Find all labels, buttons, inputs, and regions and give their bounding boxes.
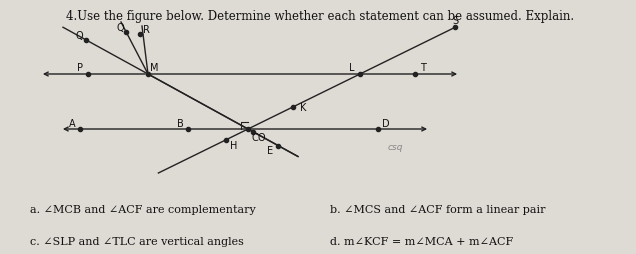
- Text: L: L: [349, 63, 355, 73]
- Text: a. ∠MCB and ∠ACF are complementary: a. ∠MCB and ∠ACF are complementary: [30, 204, 256, 214]
- Text: c. ∠SLP and ∠TLC are vertical angles: c. ∠SLP and ∠TLC are vertical angles: [30, 236, 244, 246]
- Text: A: A: [69, 119, 75, 129]
- Text: D: D: [382, 119, 390, 129]
- Text: P: P: [77, 63, 83, 73]
- Text: C: C: [252, 133, 258, 142]
- Text: S: S: [452, 16, 459, 26]
- Text: b. ∠MCS and ∠ACF form a linear pair: b. ∠MCS and ∠ACF form a linear pair: [330, 204, 546, 214]
- Text: 4.Use the figure below. Determine whether each statement can be assumed. Explain: 4.Use the figure below. Determine whethe…: [66, 10, 574, 23]
- Text: B: B: [177, 119, 183, 129]
- Text: O: O: [257, 132, 265, 142]
- Text: M: M: [149, 63, 158, 73]
- Text: csq: csq: [387, 143, 403, 152]
- Text: H: H: [230, 140, 237, 150]
- Text: Q: Q: [75, 31, 83, 41]
- Text: Q: Q: [116, 23, 124, 33]
- Text: E: E: [267, 146, 273, 156]
- Text: R: R: [142, 25, 149, 35]
- Text: K: K: [300, 103, 306, 113]
- Text: T: T: [420, 63, 426, 73]
- Text: d. m∠KCF = m∠MCA + m∠ACF: d. m∠KCF = m∠MCA + m∠ACF: [330, 236, 513, 246]
